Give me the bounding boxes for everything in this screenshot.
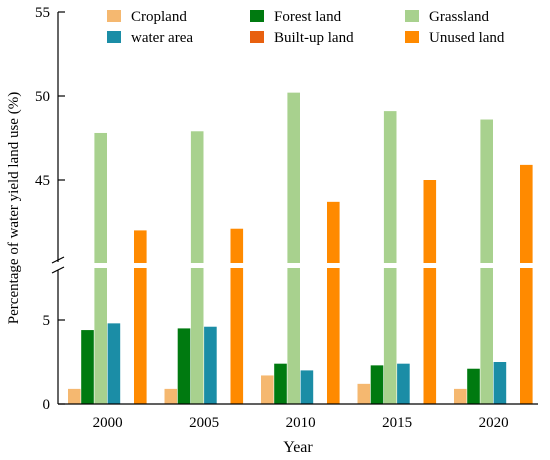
legend-swatch-unused-land xyxy=(405,31,419,43)
legend-swatch-built-up-land xyxy=(250,31,264,43)
y-axis-label: Percentage of water yield land use (%) xyxy=(6,92,22,324)
y-tick-label-50: 50 xyxy=(35,89,50,105)
bars-group xyxy=(55,92,540,405)
bar-unused-land-2015 xyxy=(423,180,437,404)
x-tick-label-2005: 2005 xyxy=(189,415,219,431)
bar-cropland-2020 xyxy=(454,388,467,404)
bar-forest-land-2000 xyxy=(81,330,94,404)
bar-grassland-2020 xyxy=(480,119,493,405)
y-tick-label-55: 55 xyxy=(35,5,50,21)
bar-cropland-2005 xyxy=(164,388,178,404)
x-tick-label-2020: 2020 xyxy=(479,415,509,431)
bar-forest-land-2010 xyxy=(274,363,287,404)
x-tick-label-2010: 2010 xyxy=(286,415,316,431)
y-tick-label-45: 45 xyxy=(35,173,50,189)
x-ticks-group: 2000 2005 2010 2015 2020 xyxy=(93,415,509,431)
legend-swatch-grassland xyxy=(405,10,419,22)
axis-break-marker xyxy=(51,256,65,274)
axes-group xyxy=(51,12,538,405)
legend-swatch-water-area xyxy=(107,31,121,43)
bar-water-area-2015 xyxy=(397,363,410,404)
legend-label-water-area: water area xyxy=(131,30,193,46)
bar-cropland-2010 xyxy=(261,375,274,404)
bar-forest-land-2015 xyxy=(370,365,384,404)
bar-grassland-2015 xyxy=(383,111,397,405)
legend-label-unused-land: Unused land xyxy=(429,30,505,46)
bar-unused-land-2010 xyxy=(327,201,340,404)
legend-label-built-up-land: Built-up land xyxy=(274,30,354,46)
bar-forest-land-2005 xyxy=(177,328,191,404)
legend-swatch-cropland xyxy=(107,10,121,22)
y-tick-label-0: 0 xyxy=(43,397,51,413)
y-tick-label-5: 5 xyxy=(43,313,51,329)
legend-label-forest-land: Forest land xyxy=(274,9,342,25)
bar-water-area-2010 xyxy=(300,370,314,404)
bar-water-area-2020 xyxy=(493,362,507,404)
legend-label-cropland: Cropland xyxy=(131,9,187,25)
legend: Cropland Forest land Grassland water area Bu… xyxy=(107,9,505,46)
axis-break-gap xyxy=(55,263,540,268)
x-tick-label-2000: 2000 xyxy=(93,415,123,431)
x-axis-label: Year xyxy=(283,439,313,456)
bar-unused-land-2005 xyxy=(230,228,244,404)
x-tick-label-2015: 2015 xyxy=(382,415,412,431)
bar-grassland-2010 xyxy=(287,92,300,404)
legend-label-grassland: Grassland xyxy=(429,9,489,25)
y-ticks-group: 0 5 45 50 55 xyxy=(35,5,65,413)
bar-cropland-2000 xyxy=(68,388,81,404)
bar-water-area-2005 xyxy=(204,326,217,404)
bar-unused-land-2020 xyxy=(520,164,533,404)
bar-grassland-2000 xyxy=(94,132,107,404)
bar-cropland-2015 xyxy=(357,383,371,404)
bar-water-area-2000 xyxy=(107,323,121,404)
bar-forest-land-2020 xyxy=(467,368,480,404)
legend-swatch-forest-land xyxy=(250,10,264,22)
bar-unused-land-2000 xyxy=(134,230,147,404)
